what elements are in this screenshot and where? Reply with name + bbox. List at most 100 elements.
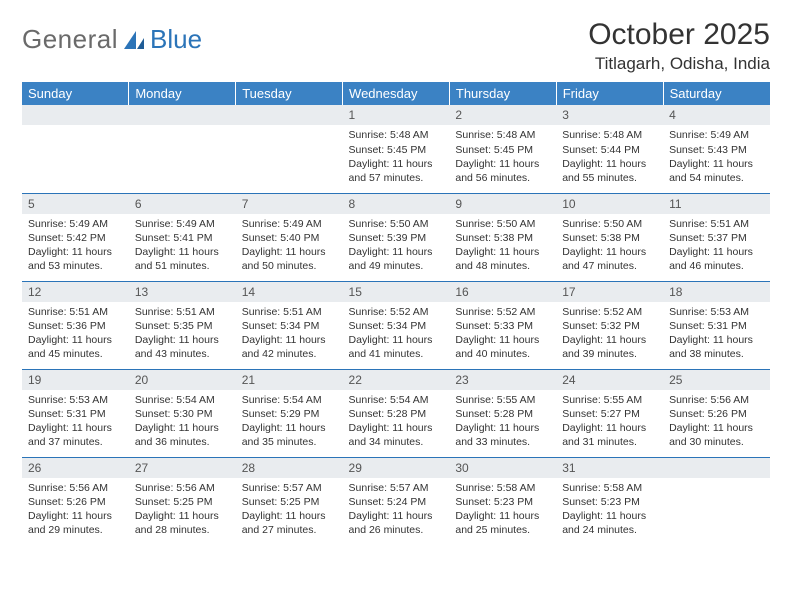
day-number: 21	[236, 370, 343, 390]
day-detail: Sunrise: 5:48 AMSunset: 5:45 PMDaylight:…	[449, 125, 556, 189]
calendar-cell: 30Sunrise: 5:58 AMSunset: 5:23 PMDayligh…	[449, 457, 556, 545]
day-detail: Sunrise: 5:55 AMSunset: 5:28 PMDaylight:…	[449, 390, 556, 454]
weekday-header: Thursday	[449, 82, 556, 105]
calendar-header: SundayMondayTuesdayWednesdayThursdayFrid…	[22, 82, 770, 105]
day-detail: Sunrise: 5:56 AMSunset: 5:25 PMDaylight:…	[129, 478, 236, 542]
day-number: 28	[236, 458, 343, 478]
day-detail: Sunrise: 5:57 AMSunset: 5:24 PMDaylight:…	[343, 478, 450, 542]
day-detail: Sunrise: 5:50 AMSunset: 5:39 PMDaylight:…	[343, 214, 450, 278]
day-number: 13	[129, 282, 236, 302]
day-number: 31	[556, 458, 663, 478]
day-number: 2	[449, 105, 556, 125]
calendar-cell: 13Sunrise: 5:51 AMSunset: 5:35 PMDayligh…	[129, 281, 236, 369]
calendar-cell: 5Sunrise: 5:49 AMSunset: 5:42 PMDaylight…	[22, 193, 129, 281]
location-subtitle: Titlagarh, Odisha, India	[588, 54, 770, 74]
day-detail: Sunrise: 5:56 AMSunset: 5:26 PMDaylight:…	[22, 478, 129, 542]
day-number: 7	[236, 194, 343, 214]
weekday-header: Friday	[556, 82, 663, 105]
day-number: 3	[556, 105, 663, 125]
day-number: 23	[449, 370, 556, 390]
day-detail: Sunrise: 5:58 AMSunset: 5:23 PMDaylight:…	[449, 478, 556, 542]
calendar-week-row: 1Sunrise: 5:48 AMSunset: 5:45 PMDaylight…	[22, 105, 770, 193]
day-number: 5	[22, 194, 129, 214]
header-row: General Blue October 2025 Titlagarh, Odi…	[22, 18, 770, 74]
day-number: 22	[343, 370, 450, 390]
calendar-cell: 17Sunrise: 5:52 AMSunset: 5:32 PMDayligh…	[556, 281, 663, 369]
day-number: 26	[22, 458, 129, 478]
calendar-cell: 26Sunrise: 5:56 AMSunset: 5:26 PMDayligh…	[22, 457, 129, 545]
day-detail: Sunrise: 5:52 AMSunset: 5:33 PMDaylight:…	[449, 302, 556, 366]
logo-text-general: General	[22, 24, 118, 55]
day-number: 27	[129, 458, 236, 478]
header-right: October 2025 Titlagarh, Odisha, India	[588, 18, 770, 74]
day-detail: Sunrise: 5:56 AMSunset: 5:26 PMDaylight:…	[663, 390, 770, 454]
day-number	[129, 105, 236, 125]
day-detail: Sunrise: 5:48 AMSunset: 5:44 PMDaylight:…	[556, 125, 663, 189]
calendar-cell: 3Sunrise: 5:48 AMSunset: 5:44 PMDaylight…	[556, 105, 663, 193]
day-number	[22, 105, 129, 125]
day-detail: Sunrise: 5:51 AMSunset: 5:34 PMDaylight:…	[236, 302, 343, 366]
calendar-cell: 25Sunrise: 5:56 AMSunset: 5:26 PMDayligh…	[663, 369, 770, 457]
day-number	[236, 105, 343, 125]
day-detail: Sunrise: 5:53 AMSunset: 5:31 PMDaylight:…	[22, 390, 129, 454]
day-detail: Sunrise: 5:51 AMSunset: 5:35 PMDaylight:…	[129, 302, 236, 366]
calendar-cell: 11Sunrise: 5:51 AMSunset: 5:37 PMDayligh…	[663, 193, 770, 281]
day-number: 4	[663, 105, 770, 125]
day-number: 11	[663, 194, 770, 214]
calendar-cell: 20Sunrise: 5:54 AMSunset: 5:30 PMDayligh…	[129, 369, 236, 457]
calendar-cell	[663, 457, 770, 545]
day-number: 1	[343, 105, 450, 125]
day-detail: Sunrise: 5:48 AMSunset: 5:45 PMDaylight:…	[343, 125, 450, 189]
day-detail: Sunrise: 5:49 AMSunset: 5:40 PMDaylight:…	[236, 214, 343, 278]
calendar-week-row: 19Sunrise: 5:53 AMSunset: 5:31 PMDayligh…	[22, 369, 770, 457]
calendar-cell: 4Sunrise: 5:49 AMSunset: 5:43 PMDaylight…	[663, 105, 770, 193]
calendar-cell: 14Sunrise: 5:51 AMSunset: 5:34 PMDayligh…	[236, 281, 343, 369]
calendar-cell: 16Sunrise: 5:52 AMSunset: 5:33 PMDayligh…	[449, 281, 556, 369]
day-detail: Sunrise: 5:54 AMSunset: 5:29 PMDaylight:…	[236, 390, 343, 454]
day-number: 20	[129, 370, 236, 390]
day-detail: Sunrise: 5:55 AMSunset: 5:27 PMDaylight:…	[556, 390, 663, 454]
calendar-cell: 18Sunrise: 5:53 AMSunset: 5:31 PMDayligh…	[663, 281, 770, 369]
calendar-week-row: 5Sunrise: 5:49 AMSunset: 5:42 PMDaylight…	[22, 193, 770, 281]
day-detail: Sunrise: 5:51 AMSunset: 5:37 PMDaylight:…	[663, 214, 770, 278]
day-detail: Sunrise: 5:57 AMSunset: 5:25 PMDaylight:…	[236, 478, 343, 542]
day-number: 30	[449, 458, 556, 478]
logo: General Blue	[22, 24, 202, 55]
day-number: 25	[663, 370, 770, 390]
day-number	[663, 458, 770, 478]
month-title: October 2025	[588, 18, 770, 52]
calendar-cell	[236, 105, 343, 193]
day-number: 17	[556, 282, 663, 302]
day-number: 8	[343, 194, 450, 214]
day-detail: Sunrise: 5:58 AMSunset: 5:23 PMDaylight:…	[556, 478, 663, 542]
calendar-cell: 12Sunrise: 5:51 AMSunset: 5:36 PMDayligh…	[22, 281, 129, 369]
calendar-cell: 19Sunrise: 5:53 AMSunset: 5:31 PMDayligh…	[22, 369, 129, 457]
calendar-cell: 27Sunrise: 5:56 AMSunset: 5:25 PMDayligh…	[129, 457, 236, 545]
calendar-week-row: 26Sunrise: 5:56 AMSunset: 5:26 PMDayligh…	[22, 457, 770, 545]
day-detail: Sunrise: 5:52 AMSunset: 5:32 PMDaylight:…	[556, 302, 663, 366]
day-number: 19	[22, 370, 129, 390]
weekday-header: Wednesday	[343, 82, 450, 105]
calendar-cell	[22, 105, 129, 193]
calendar-cell: 1Sunrise: 5:48 AMSunset: 5:45 PMDaylight…	[343, 105, 450, 193]
weekday-header: Sunday	[22, 82, 129, 105]
day-detail: Sunrise: 5:51 AMSunset: 5:36 PMDaylight:…	[22, 302, 129, 366]
weekday-header: Saturday	[663, 82, 770, 105]
calendar-cell: 15Sunrise: 5:52 AMSunset: 5:34 PMDayligh…	[343, 281, 450, 369]
calendar-cell	[129, 105, 236, 193]
calendar-cell: 8Sunrise: 5:50 AMSunset: 5:39 PMDaylight…	[343, 193, 450, 281]
day-number: 15	[343, 282, 450, 302]
calendar-cell: 2Sunrise: 5:48 AMSunset: 5:45 PMDaylight…	[449, 105, 556, 193]
day-number: 10	[556, 194, 663, 214]
day-detail: Sunrise: 5:54 AMSunset: 5:30 PMDaylight:…	[129, 390, 236, 454]
calendar-week-row: 12Sunrise: 5:51 AMSunset: 5:36 PMDayligh…	[22, 281, 770, 369]
day-number: 16	[449, 282, 556, 302]
day-detail: Sunrise: 5:49 AMSunset: 5:41 PMDaylight:…	[129, 214, 236, 278]
logo-text-blue: Blue	[150, 24, 202, 55]
calendar-table: SundayMondayTuesdayWednesdayThursdayFrid…	[22, 82, 770, 545]
day-number: 12	[22, 282, 129, 302]
day-number: 18	[663, 282, 770, 302]
day-number: 6	[129, 194, 236, 214]
calendar-cell: 29Sunrise: 5:57 AMSunset: 5:24 PMDayligh…	[343, 457, 450, 545]
calendar-cell: 28Sunrise: 5:57 AMSunset: 5:25 PMDayligh…	[236, 457, 343, 545]
